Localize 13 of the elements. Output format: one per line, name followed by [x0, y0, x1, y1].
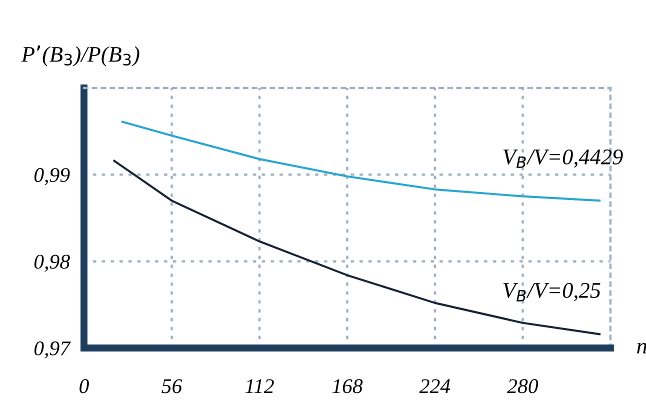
x-tick-label: 224: [419, 379, 450, 394]
annotation: V$_{B}$/V=0,4429: [503, 149, 623, 168]
y-tick-label: 0,97: [34, 341, 71, 358]
x-tick-label: 280: [507, 379, 538, 394]
x-tick-label: 0: [80, 379, 89, 394]
y-tick-label: 0,99: [34, 168, 70, 186]
x-axis-title: n: [637, 342, 646, 354]
x-tick-label: 168: [332, 379, 363, 394]
x-tick-label: 112: [245, 379, 274, 394]
y-tick-label: 0,98: [34, 254, 70, 272]
annotation: V$_{B}$/V=0,25: [503, 282, 600, 302]
y-axis-title: P’(B$_{3}$)/P(B$_{3}$): [21, 45, 140, 66]
x-tick-label: 56: [162, 379, 182, 394]
